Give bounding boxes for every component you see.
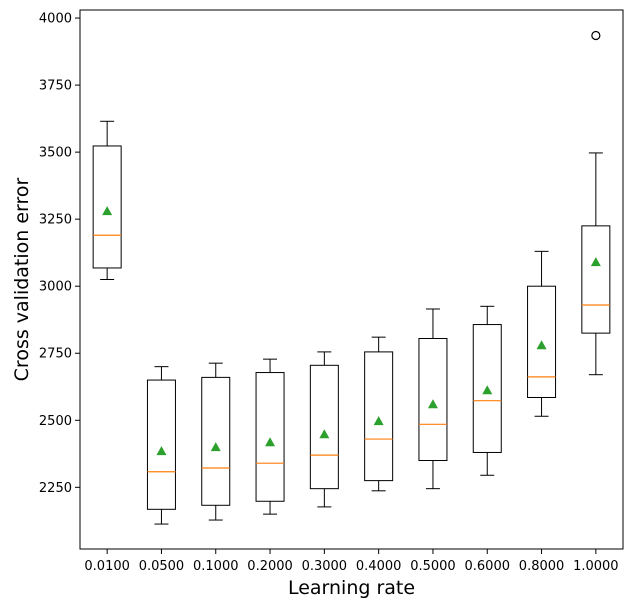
x-tick-label: 0.0500 [139,559,185,574]
y-tick-label: 4000 [39,12,72,27]
x-tick-label: 0.3000 [302,559,348,574]
mean-marker [210,442,221,452]
y-tick-label: 3000 [39,280,72,295]
mean-marker [536,340,547,350]
box-group [418,308,448,490]
box-group [201,362,231,521]
plot-area [79,9,624,550]
x-tick-label: 0.1000 [193,559,239,574]
box-iqr [201,376,231,506]
x-tick-label: 0.4000 [356,559,402,574]
box-iqr [309,364,339,490]
box-group [364,336,394,492]
x-axis-title: Learning rate [288,577,415,599]
box-group [92,120,122,280]
box-marks [92,30,611,525]
y-axis-title: Cross validation error [11,177,33,381]
y-tick-label: 2500 [39,414,72,429]
box-group [255,358,285,515]
box-iqr [418,337,448,462]
mean-marker [590,257,601,267]
y-tick-label: 2750 [39,347,72,362]
box-iqr [527,285,557,398]
y-tick-label: 2250 [39,481,72,496]
y-tick-label: 3750 [39,79,72,94]
mean-marker [427,399,438,409]
y-axis: 2250 2500 2750 3000 3250 3500 3750 4000 [39,12,80,496]
mean-marker [265,437,276,447]
x-tick-label: 0.0100 [84,559,130,574]
box-iqr [581,225,611,334]
box-iqr [472,324,502,453]
box-group [472,305,502,476]
box-group [527,250,557,417]
x-tick-label: 1.0000 [573,559,619,574]
y-tick-label: 3250 [39,213,72,228]
mean-marker [373,416,384,426]
x-tick-label: 0.8000 [519,559,565,574]
mean-marker [156,446,167,456]
box-group [581,30,611,376]
box-group [309,351,339,508]
mean-marker [319,429,330,439]
box-iqr [146,379,176,510]
box-iqr [255,372,285,502]
box-group [146,366,176,525]
x-tick-label: 0.2000 [247,559,293,574]
x-tick-label: 0.5000 [410,559,456,574]
x-tick-label: 0.6000 [465,559,511,574]
box-iqr [92,145,122,269]
outlier-point [591,30,601,41]
mean-marker [102,206,113,216]
box-iqr [364,351,394,482]
y-tick-label: 3500 [39,146,72,161]
x-axis: 0.0100 0.0500 0.1000 0.2000 0.3000 0.4000 0.50… [84,549,619,574]
plot-frame [79,9,624,550]
mean-marker [482,385,493,395]
